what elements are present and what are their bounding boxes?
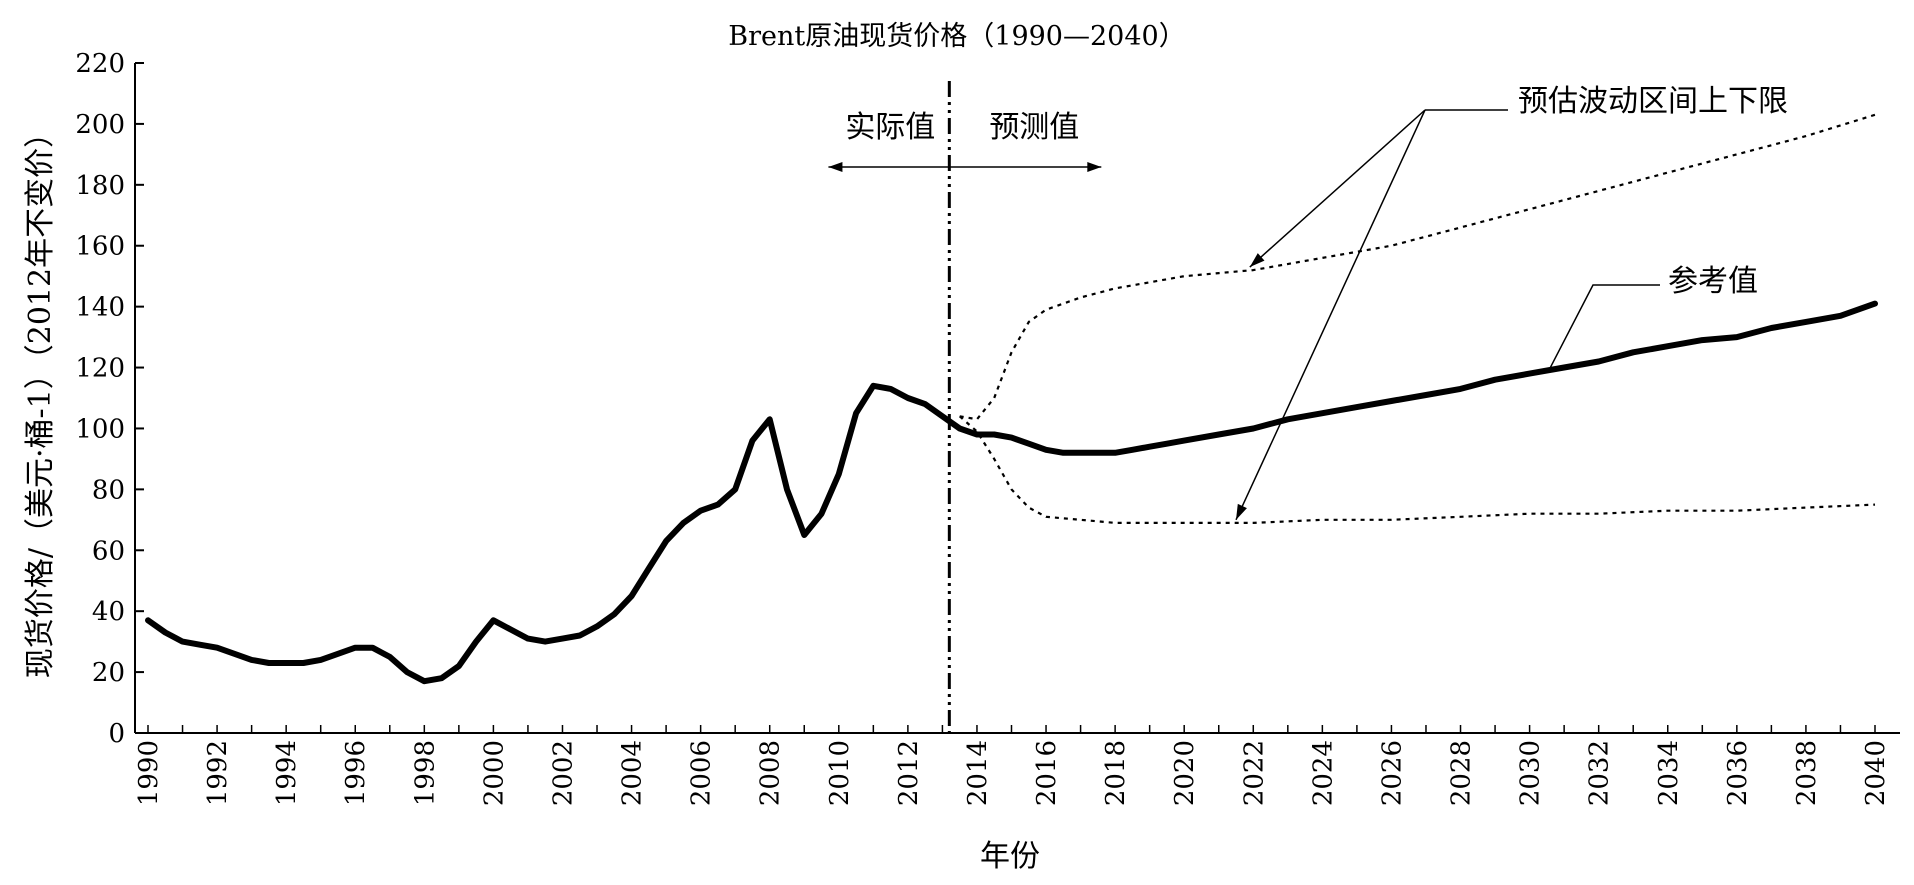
x-tick-label: 2010 (825, 740, 855, 806)
reference-leader (1549, 284, 1660, 368)
x-tick-label: 2016 (1032, 740, 1062, 806)
range-arrow-head-lower (1236, 503, 1247, 520)
actual-forecast-arrow (828, 162, 1102, 172)
x-tick-label: 2006 (687, 740, 717, 806)
series-layer (145, 113, 1878, 685)
x-tick-label: 2004 (618, 740, 648, 806)
x-tick-label: 2040 (1861, 740, 1891, 806)
y-axis: 0 20 40 60 80 100 120 140 160 180 200 220 (75, 49, 144, 749)
range-leader-lower (1235, 109, 1426, 521)
range-label: 预估波动区间上下限 (1518, 84, 1788, 119)
y-tick-label: 140 (75, 293, 125, 323)
x-tick-label: 2000 (479, 740, 509, 806)
x-tick-label: 1992 (203, 740, 233, 806)
x-tick-label: 1998 (410, 740, 440, 806)
x-tick-label: 2012 (894, 740, 924, 806)
chart-title: Brent原油现货价格（1990—2040） (728, 21, 1185, 52)
y-tick-label: 180 (75, 171, 125, 201)
x-tick-label: 2014 (963, 740, 993, 806)
y-tick-label: 40 (92, 597, 125, 627)
y-tick-label: 160 (75, 232, 125, 262)
x-tick-label: 2002 (548, 740, 578, 806)
annotations (1235, 109, 1660, 521)
range-bound-line (959, 113, 1876, 421)
x-tick-label: 2008 (756, 740, 786, 806)
x-tick-label: 1990 (134, 740, 164, 806)
x-tick-label: 2024 (1308, 740, 1338, 806)
y-tick-label: 220 (75, 49, 125, 79)
x-tick-label: 2018 (1101, 740, 1131, 806)
actual-label: 实际值 (845, 110, 935, 145)
x-tick-label: 2032 (1585, 740, 1615, 806)
x-tick-label: 2026 (1377, 740, 1407, 806)
y-tick-label: 200 (75, 110, 125, 140)
y-tick-label: 20 (92, 658, 125, 688)
range-leader-upper (1249, 109, 1426, 268)
range-arrow-head-upper (1249, 253, 1265, 268)
arrow-head-left (828, 162, 843, 172)
x-tick-label: 2034 (1654, 740, 1684, 806)
x-tick-label: 2020 (1170, 740, 1200, 806)
x-tick-label: 1996 (341, 740, 371, 806)
y-tick-label: 100 (75, 414, 125, 444)
forecast-label: 预测值 (989, 110, 1079, 145)
reference-line (145, 300, 1878, 685)
x-tick-label: 2022 (1239, 740, 1269, 806)
range-bound-line (958, 415, 1876, 525)
y-tick-label: 80 (92, 475, 125, 505)
arrow-head-right (1087, 162, 1102, 172)
x-tick-label: 1994 (272, 740, 302, 806)
y-tick-label: 60 (92, 536, 125, 566)
y-tick-label: 0 (108, 719, 125, 749)
y-axis-label: 现货价格/（美元·桶-1）（2012年不变价） (23, 118, 58, 678)
x-tick-label: 2028 (1447, 740, 1477, 806)
x-tick-label: 2038 (1792, 740, 1822, 806)
x-tick-label: 2030 (1516, 740, 1546, 806)
y-tick-label: 120 (75, 354, 125, 384)
reference-label: 参考值 (1668, 264, 1758, 299)
x-tick-label: 2036 (1723, 740, 1753, 806)
x-axis: 1990 1992 1994 1996 1998 2000 2002 2004 2006 2008… (134, 725, 1900, 806)
x-axis-label: 年份 (980, 839, 1040, 874)
